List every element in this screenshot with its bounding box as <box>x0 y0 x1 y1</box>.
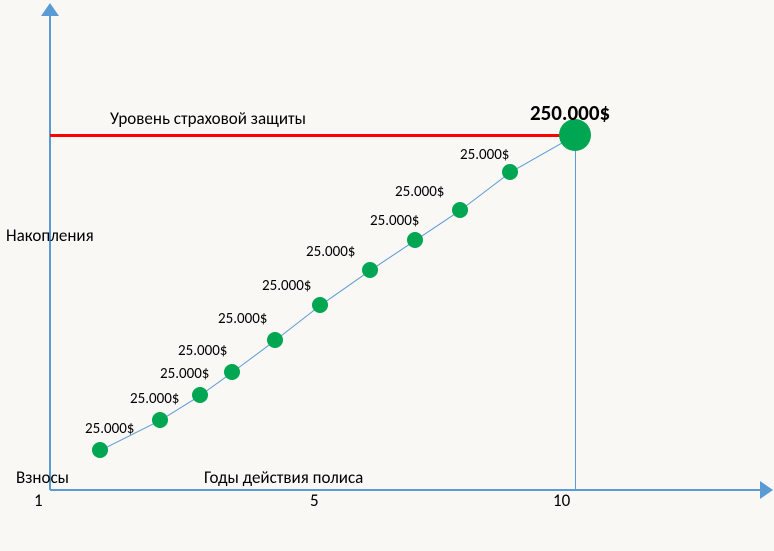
x-axis-label: Годы действия полиса <box>204 467 363 488</box>
point-value-label: 25.000$ <box>370 212 419 230</box>
x-tick-label: 1 <box>34 490 43 511</box>
contributions-label: Взносы <box>16 467 69 488</box>
point-value-label: 25.000$ <box>160 365 209 383</box>
series-segment <box>320 270 371 306</box>
x-tick-label: 10 <box>553 490 570 511</box>
x-tick-label: 5 <box>310 490 319 511</box>
point-value-label: 25.000$ <box>395 183 444 201</box>
insurance-accumulation-chart: Уровень страховой защиты 25.000$ 25.000$ 25… <box>0 0 774 551</box>
point-value-label: 25.000$ <box>262 277 311 295</box>
point-value-label: 25.000$ <box>85 420 134 438</box>
final-value-label: 250.000$ <box>530 100 610 126</box>
data-point <box>312 297 328 313</box>
data-point <box>362 262 378 278</box>
point-value-label: 25.000$ <box>306 243 355 261</box>
protection-level-line <box>50 134 575 137</box>
data-point <box>192 387 208 403</box>
x-axis-arrow <box>760 481 773 499</box>
data-point <box>407 232 423 248</box>
data-point <box>502 164 518 180</box>
protection-level-label: Уровень страховой защиты <box>110 108 306 129</box>
data-point <box>452 202 468 218</box>
x-axis <box>50 489 760 491</box>
point-value-label: 25.000$ <box>218 310 267 328</box>
point-value-label: 25.000$ <box>130 390 179 408</box>
point-value-label: 25.000$ <box>178 342 227 360</box>
point-value-label: 25.000$ <box>460 146 509 164</box>
data-point <box>224 364 240 380</box>
data-point <box>152 412 168 428</box>
data-point <box>267 332 283 348</box>
y-axis-arrow <box>41 3 59 16</box>
y-axis-label: Накопления <box>6 225 94 246</box>
data-point <box>92 442 108 458</box>
y-axis <box>49 12 51 490</box>
series-segment <box>460 172 511 211</box>
drop-line <box>575 135 576 490</box>
